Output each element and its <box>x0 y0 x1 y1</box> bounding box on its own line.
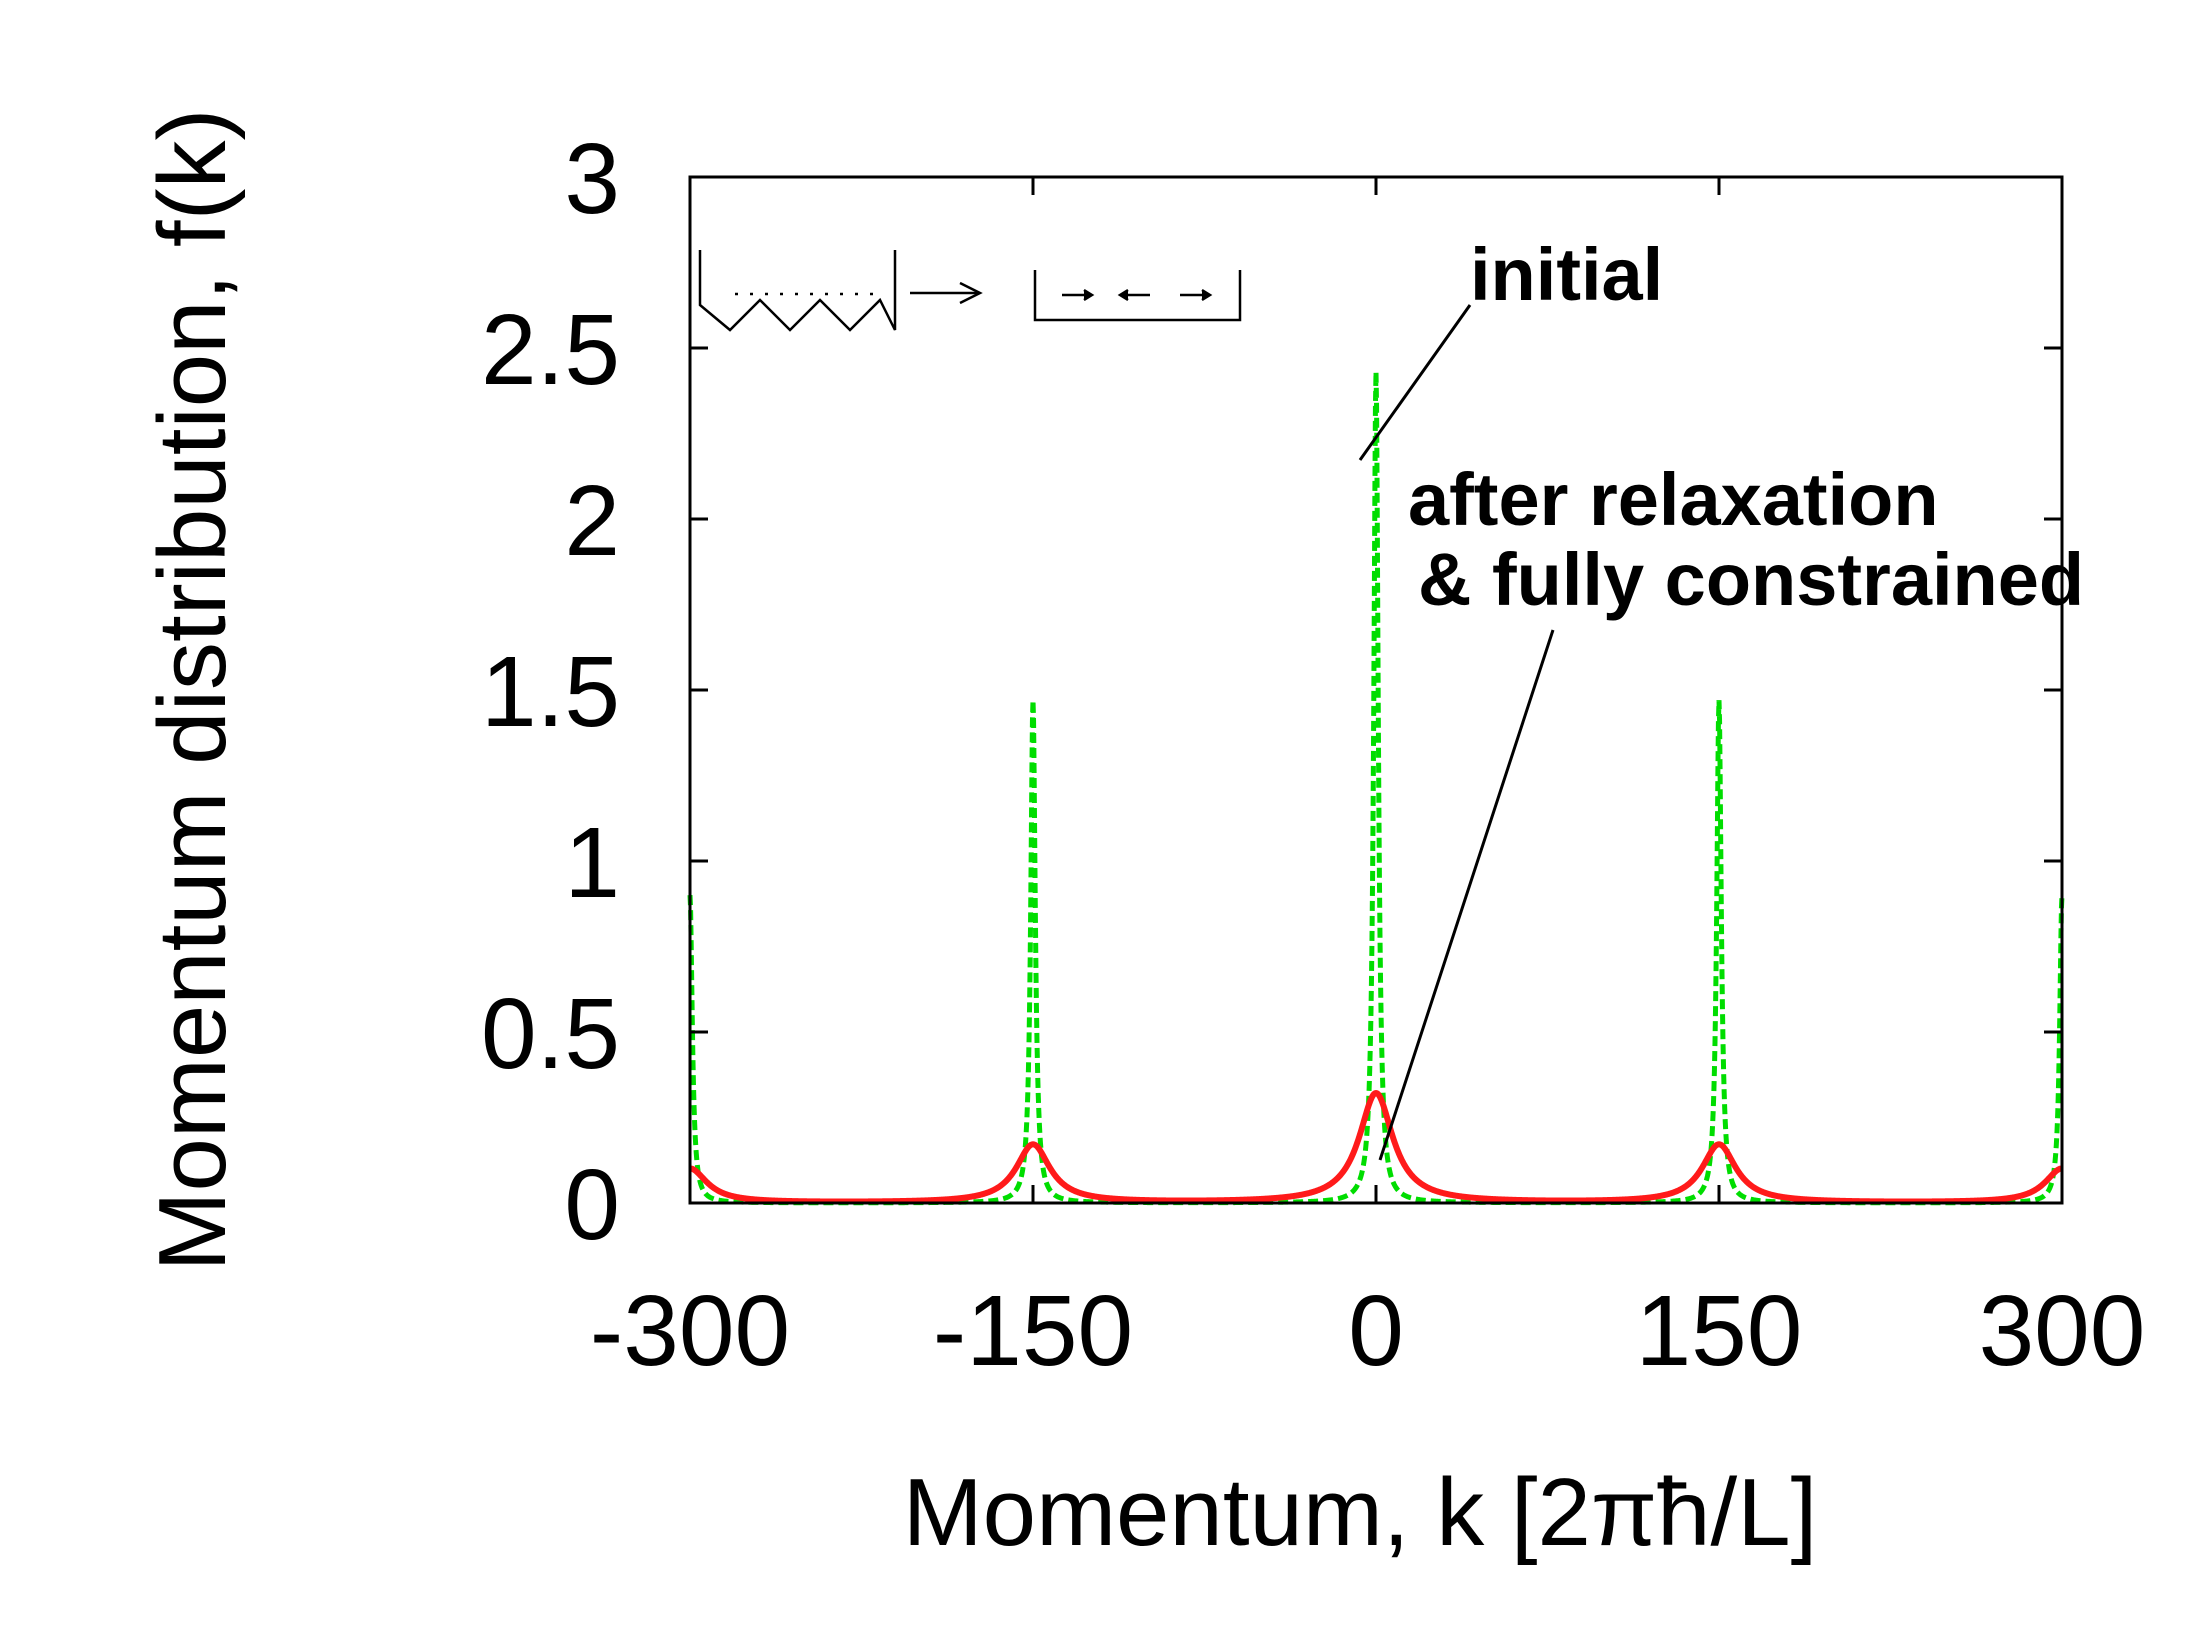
x-tick-label: -300 <box>590 1275 790 1387</box>
annotation-relaxation-line1-text: after relaxation <box>1408 458 1939 541</box>
inset-box-arrow-2-head <box>1117 288 1129 302</box>
annotation-initial-text: initial <box>1470 233 1663 316</box>
annotation-initial: initial <box>1470 233 1663 316</box>
x-tick-label: 300 <box>1979 1275 2146 1387</box>
annotation-relaxation-line1: after relaxation <box>1408 458 1939 541</box>
inset-box-arrow-3-head <box>1201 288 1213 302</box>
x-axis-label-text: Momentum, k [2πħ/L] <box>903 1459 1818 1566</box>
annotation-relaxation-pointer <box>1378 629 1555 1161</box>
y-tick-label: 2.5 <box>481 294 620 406</box>
series-line-relaxed <box>689 1090 2063 1205</box>
inset-arrow-head <box>959 281 983 305</box>
plot-area: 0 0.5 1 1.5 2 2.5 3 -300 -150 0 150 300 <box>481 123 2145 1387</box>
inset-box-arrow-1-head <box>1083 288 1095 302</box>
y-tick-label: 2 <box>564 465 620 577</box>
y-tick-label: 1.5 <box>481 636 620 748</box>
inset-lattice-potential <box>698 250 897 332</box>
y-tick-label: 0.5 <box>481 978 620 1090</box>
y-tick-label: 0 <box>564 1149 620 1261</box>
inset-flat-box <box>1033 270 1242 322</box>
y-axis-label-text: Momentum distribution, f(k) <box>139 108 246 1271</box>
inset-schematic <box>698 250 1242 332</box>
x-tick-label: 0 <box>1348 1275 1404 1387</box>
x-tick-label: -150 <box>933 1275 1133 1387</box>
annotation-relaxation-line2: & fully constrained <box>1418 538 2084 621</box>
annotation-initial-pointer <box>1358 304 1472 461</box>
y-tick-label: 1 <box>564 807 620 919</box>
y-tick-label: 3 <box>564 123 620 235</box>
x-tick-label: 150 <box>1636 1275 1803 1387</box>
y-axis-label: Momentum distribution, f(k) <box>139 108 246 1271</box>
x-axis-label: Momentum, k [2πħ/L] <box>903 1459 1818 1566</box>
annotation-relaxation-line2-text: & fully constrained <box>1418 538 2084 621</box>
